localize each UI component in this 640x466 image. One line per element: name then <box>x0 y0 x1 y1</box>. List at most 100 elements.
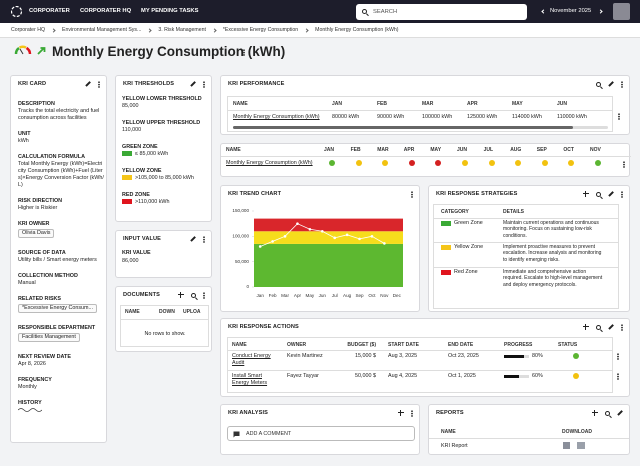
download-pdf[interactable] <box>563 442 570 449</box>
threshold-band <box>254 231 403 244</box>
row-menu[interactable] <box>617 373 619 380</box>
more-menu[interactable] <box>203 291 205 299</box>
crumb-link[interactable]: 3. Risk Management <box>158 26 206 33</box>
path-element <box>233 431 240 438</box>
status-dot <box>435 160 442 166</box>
column-header: FEB <box>350 147 361 153</box>
edit-icon[interactable] <box>608 81 614 87</box>
divider <box>433 218 619 219</box>
toolbar <box>190 80 205 88</box>
search-icon[interactable] <box>605 410 610 416</box>
search-icon[interactable] <box>596 81 601 87</box>
search-box[interactable]: SEARCH <box>356 4 527 20</box>
more-menu[interactable] <box>98 80 100 88</box>
edit-icon[interactable] <box>190 81 196 87</box>
row-menu[interactable] <box>623 161 625 168</box>
download-xls[interactable] <box>577 442 585 449</box>
prev-period[interactable] <box>541 9 546 14</box>
column-header: MAY <box>512 100 523 107</box>
avatar[interactable] <box>613 3 630 20</box>
crumb-separator <box>212 27 217 33</box>
x-tick-label: May <box>306 293 315 298</box>
action-link[interactable]: Conduct Energy Audit <box>232 353 271 366</box>
comment-box[interactable]: ADD A COMMENT <box>227 426 415 441</box>
divider <box>433 267 619 268</box>
x-tick-label: Jul <box>332 293 338 298</box>
edit-icon[interactable] <box>608 191 614 197</box>
more-menu[interactable] <box>411 409 413 417</box>
crumb-link[interactable]: Corporater HQ <box>11 26 46 33</box>
more-menu[interactable] <box>411 190 413 198</box>
add-icon[interactable] <box>398 410 404 416</box>
zone-text: ≤ 85,000 kWh <box>135 151 169 157</box>
y-tick-label: 100,000 <box>232 234 249 239</box>
x-tick-label: Mar <box>281 293 289 298</box>
field-label: YELLOW UPPER THRESHOLD <box>122 120 201 126</box>
point <box>258 245 262 248</box>
toolbar <box>411 190 413 198</box>
panel-title: DOCUMENTS <box>123 292 160 298</box>
nav-link[interactable]: CORPORATER HQ <box>80 8 132 14</box>
department-chip[interactable]: Facilities Management <box>18 333 80 342</box>
search-icon[interactable] <box>191 292 196 298</box>
owner: Fayez Tayyar <box>287 373 319 379</box>
strategies-panel: KRI RESPONSE STRATEGIES CATEGORY DETAILS G… <box>428 185 630 312</box>
panel-title: KRI ANALYSIS <box>228 410 268 416</box>
search-icon[interactable] <box>596 191 601 197</box>
more-menu[interactable] <box>243 49 245 56</box>
edit-icon[interactable] <box>190 236 196 242</box>
crumb-link[interactable]: Environmental Management Sys... <box>62 26 142 33</box>
add-icon[interactable] <box>583 191 589 197</box>
div-element: UNIT kWh <box>18 131 104 145</box>
add-icon[interactable] <box>592 410 598 416</box>
x-tick-label: Jan <box>256 293 264 298</box>
row-link[interactable]: Monthly Energy Consumption (kWh) <box>226 160 313 166</box>
owner-chip[interactable]: Olivia Davis <box>18 229 55 238</box>
zone-row: >105,000 to 85,000 kWh <box>122 175 210 182</box>
action-link[interactable]: Install Smart Energy Meters <box>232 373 268 386</box>
toolbar <box>178 291 205 299</box>
scrollbar[interactable] <box>233 126 608 129</box>
edit-icon[interactable] <box>617 410 623 416</box>
row-menu[interactable] <box>618 113 620 120</box>
risk-chip[interactable]: *Excessive Energy Consum... <box>18 304 98 313</box>
crumb-link[interactable]: Monthly Energy Consumption (kWh) <box>315 26 399 33</box>
field-value: Apr 8, 2026 <box>18 361 46 367</box>
crumb-link[interactable]: *Excessive Energy Consumption <box>222 26 299 33</box>
row-link[interactable]: Monthly Energy Consumption (kWh) <box>233 114 320 120</box>
progress-track <box>504 375 529 378</box>
status-dot <box>355 160 362 166</box>
zone-row: ≤ 85,000 kWh <box>122 151 210 158</box>
history-tab[interactable]: HISTORY <box>18 400 42 406</box>
period[interactable]: November 2025 <box>550 8 592 14</box>
divider <box>221 156 631 157</box>
edit-icon[interactable] <box>608 324 614 330</box>
report-name: KRI Report <box>441 443 468 449</box>
documents-panel: DOCUMENTS No rows to show. NAME DOWN UPLOA <box>115 286 212 352</box>
more-menu[interactable] <box>621 80 623 88</box>
threshold-band <box>254 218 403 232</box>
add-icon[interactable] <box>583 324 589 330</box>
more-menu[interactable] <box>203 235 205 243</box>
div-element: SOURCE OF DATA Utility bills / Smart ener… <box>18 250 104 264</box>
zone-label: YELLOW ZONE <box>122 168 162 174</box>
column-header: NAME <box>441 429 456 435</box>
edit-icon[interactable] <box>85 81 91 87</box>
scroll-thumb[interactable] <box>233 126 573 129</box>
search-icon[interactable] <box>596 324 601 330</box>
add-icon[interactable] <box>178 292 184 298</box>
panel-title: INPUT VALUE <box>123 236 161 242</box>
x-tick-label: Aug <box>343 293 352 298</box>
column-header: UPLOA <box>183 309 201 315</box>
category: Red Zone <box>454 269 478 275</box>
more-menu[interactable] <box>621 323 623 331</box>
more-menu[interactable] <box>621 190 623 198</box>
row-menu[interactable] <box>617 353 619 360</box>
field-value: Monthly <box>18 384 37 390</box>
field-label: NEXT REVIEW DATE <box>18 354 71 360</box>
nav-link[interactable]: MY PENDING TASKS <box>141 8 199 14</box>
field-value: Manual <box>18 280 36 286</box>
brand[interactable]: CORPORATER <box>29 8 70 14</box>
next-period[interactable] <box>598 9 603 14</box>
more-menu[interactable] <box>203 80 205 88</box>
